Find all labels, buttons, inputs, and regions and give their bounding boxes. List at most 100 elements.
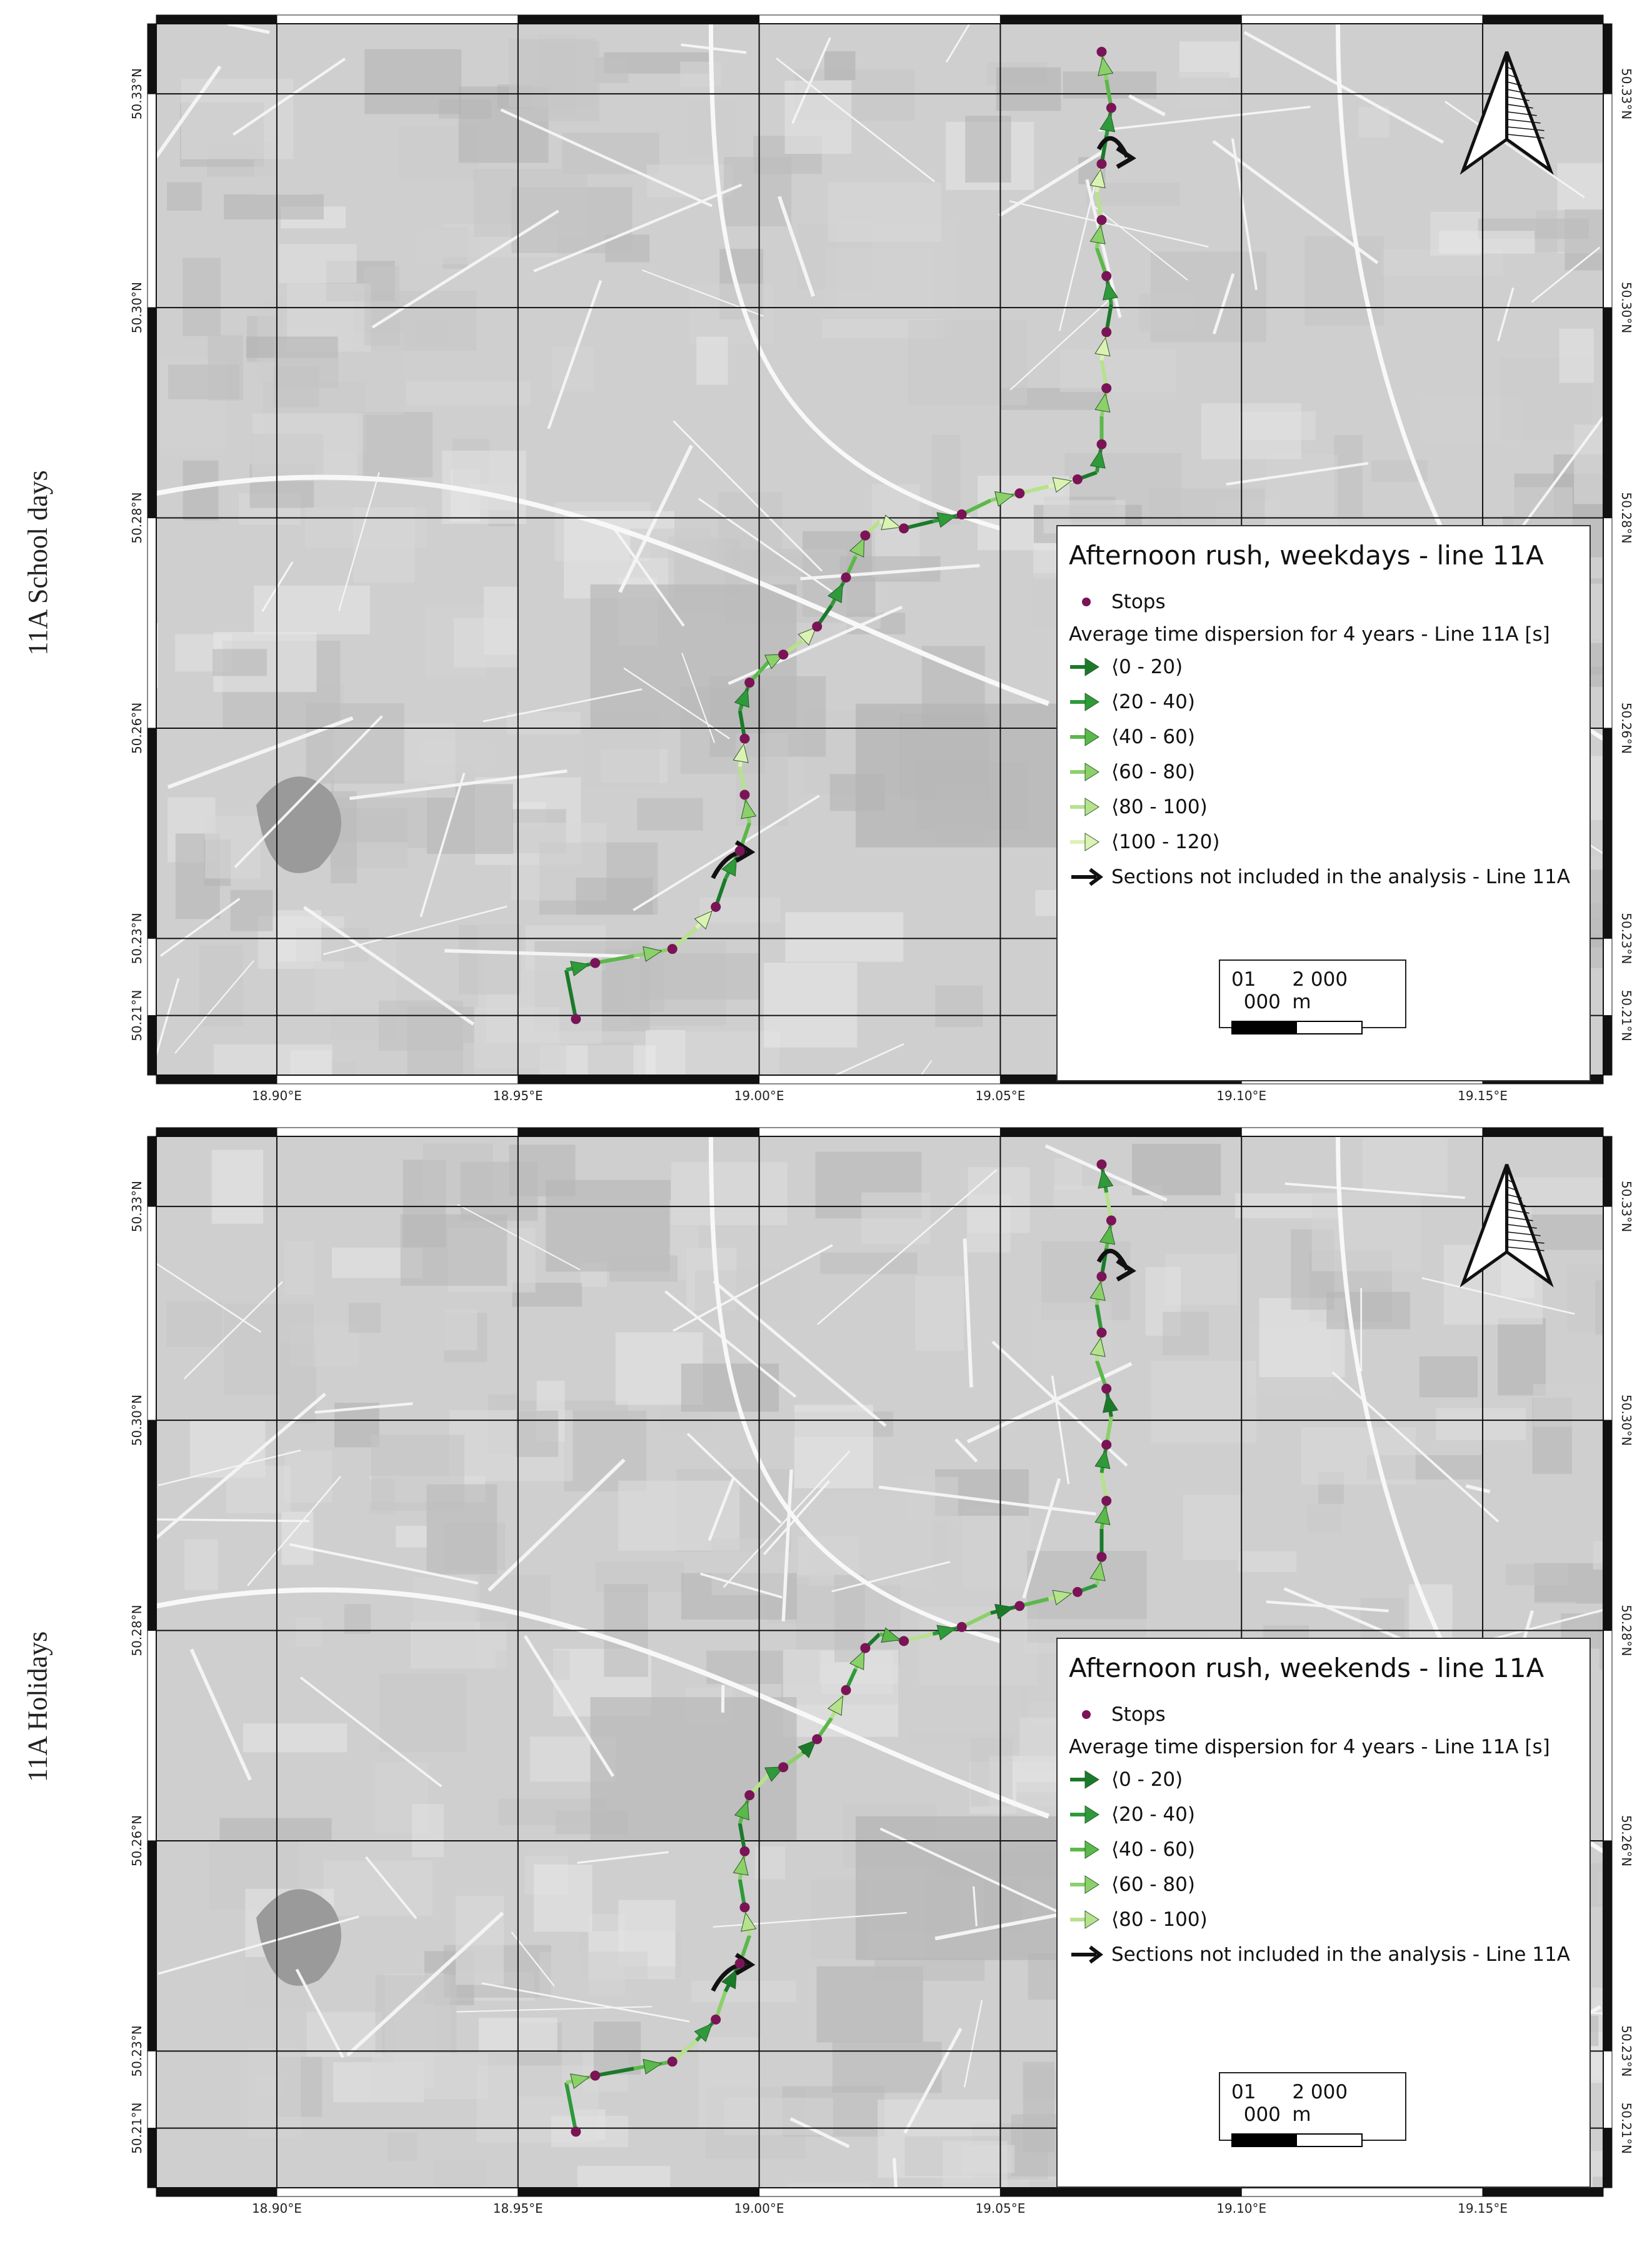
stop-marker [1096, 1271, 1107, 1282]
highway [156, 1587, 1049, 1819]
route-segment [961, 498, 992, 516]
stop-marker [1101, 327, 1112, 338]
route-line-11a [564, 46, 1136, 1024]
stop-marker [1096, 214, 1107, 225]
legend-class-row: ⟨100 - 120) [1069, 824, 1578, 859]
forest-area [590, 1697, 797, 1841]
panel-2-side-label: 11A Holidays [19, 1581, 56, 1831]
green-arrow-icon [1069, 1907, 1104, 1932]
stop-marker [739, 1902, 750, 1913]
black-arrow-icon [1069, 864, 1104, 889]
stop-marker [1096, 1551, 1107, 1562]
panel-2-side-label-text: 11A Holidays [22, 1631, 53, 1782]
stop-marker [1096, 1327, 1107, 1338]
stop-marker [590, 958, 601, 968]
route-segment [961, 1611, 992, 1629]
direction-arrow [733, 1856, 749, 1876]
lat-label-left: 50.21°N [129, 2103, 144, 2154]
legend-class-row: ⟨60 - 80) [1069, 1867, 1578, 1902]
direction-arrow [1102, 1393, 1119, 1413]
direction-arrow [881, 514, 901, 530]
legend-excluded-row: Sections not included in the analysis - … [1069, 1937, 1578, 1972]
lat-label-left: 50.30°N [129, 282, 144, 333]
legend-stops-label: Stops [1111, 1703, 1166, 1726]
stop-marker [734, 846, 745, 856]
stop-marker [667, 2056, 678, 2067]
north-arrow-icon [1459, 51, 1554, 175]
map-frame [147, 1127, 1613, 2197]
green-arrow-icon [1069, 1837, 1104, 1862]
green-arrow-icon [1069, 1872, 1104, 1897]
stop-marker [744, 678, 755, 688]
legend-class-label: ⟨40 - 60) [1111, 726, 1195, 748]
legend-class-label: ⟨20 - 40) [1111, 1803, 1195, 1826]
lat-label-left: 50.33°N [129, 1181, 144, 1232]
green-arrow-icon [1069, 724, 1104, 749]
legend-classes: ⟨0 - 20) ⟨20 - 40) ⟨40 - 60) ⟨60 - 80) ⟨80 -… [1069, 1762, 1578, 1937]
direction-arrow [827, 583, 843, 604]
direction-arrow [881, 1627, 901, 1643]
direction-arrow [643, 2058, 663, 2075]
legend-class-label: ⟨20 - 40) [1111, 691, 1195, 713]
legend-class-label: ⟨60 - 80) [1111, 761, 1195, 783]
green-arrow-icon [1069, 829, 1104, 854]
stop-marker [1101, 1496, 1112, 1506]
direction-arrow [1089, 1281, 1106, 1301]
stop-marker [1106, 103, 1116, 113]
direction-arrow [734, 688, 749, 708]
direction-arrow [1089, 1561, 1106, 1581]
lon-label-bottom: 18.90°E [252, 2201, 302, 2216]
green-arrow-icon [1069, 654, 1104, 679]
highway [708, 1136, 1001, 1643]
lat-label-right: 50.28°N [1619, 1605, 1634, 1656]
direction-arrow [569, 961, 590, 977]
direction-arrow [1098, 1169, 1114, 1189]
lon-label-bottom: 19.00°E [734, 2201, 784, 2216]
lake [256, 1889, 341, 1986]
stop-marker [1101, 271, 1112, 281]
stop-marker [1072, 1586, 1083, 1597]
legend-class-row: ⟨40 - 60) [1069, 1832, 1578, 1867]
legend-class-label: ⟨80 - 100) [1111, 1908, 1208, 1931]
stop-marker [899, 1636, 909, 1646]
stop-marker [1101, 383, 1112, 394]
route-line-11a [564, 1159, 1136, 2137]
direction-arrow [1052, 477, 1073, 493]
stop-marker [739, 733, 750, 744]
legend-stops-row: Stops [1069, 1697, 1578, 1732]
legend-dispersion-title: Average time dispersion for 4 years - Li… [1069, 623, 1550, 646]
stop-marker [590, 2070, 601, 2081]
legend-class-row: ⟨20 - 40) [1069, 1797, 1578, 1832]
lon-label-top: 18.90°E [252, 1125, 302, 1126]
direction-arrow [827, 1695, 843, 1716]
stop-marker [744, 1790, 755, 1801]
direction-arrow [798, 626, 817, 646]
lon-label-bottom: 18.95°E [493, 1088, 543, 1103]
scale-bar: 0 1 000 2 000 m [1219, 959, 1406, 1034]
lat-label-right: 50.30°N [1619, 282, 1634, 333]
direction-arrow [741, 1911, 757, 1932]
lon-label-bottom: 18.90°E [252, 1088, 302, 1103]
direction-arrow [643, 946, 663, 962]
lon-label-bottom: 19.05°E [975, 2201, 1025, 2216]
lon-label-bottom: 19.15°E [1458, 2201, 1508, 2216]
legend-classes: ⟨0 - 20) ⟨20 - 40) ⟨40 - 60) ⟨60 - 80) ⟨80 -… [1069, 649, 1578, 859]
direction-arrow [764, 1766, 785, 1782]
direction-arrow [1052, 1590, 1073, 1606]
direction-arrow [569, 2073, 590, 2090]
lat-label-right: 50.23°N [1619, 913, 1634, 964]
lon-label-bottom: 18.95°E [493, 2201, 543, 2216]
direction-arrow [1089, 168, 1106, 189]
legend-class-row: ⟨60 - 80) [1069, 754, 1578, 789]
direction-arrow [798, 1739, 817, 1758]
lat-label-left: 50.30°N [129, 1395, 144, 1446]
legend-class-row: ⟨20 - 40) [1069, 684, 1578, 719]
lon-label-bottom: 19.00°E [734, 1088, 784, 1103]
lat-label-left: 50.26°N [129, 1815, 144, 1866]
highway [708, 23, 1001, 531]
direction-arrow [849, 1650, 865, 1670]
legend-class-label: ⟨0 - 20) [1111, 1768, 1183, 1791]
scale-label-1000: 1 000 [1243, 2081, 1281, 2126]
lat-label-right: 50.26°N [1619, 703, 1634, 754]
legend-class-row: ⟨40 - 60) [1069, 719, 1578, 754]
